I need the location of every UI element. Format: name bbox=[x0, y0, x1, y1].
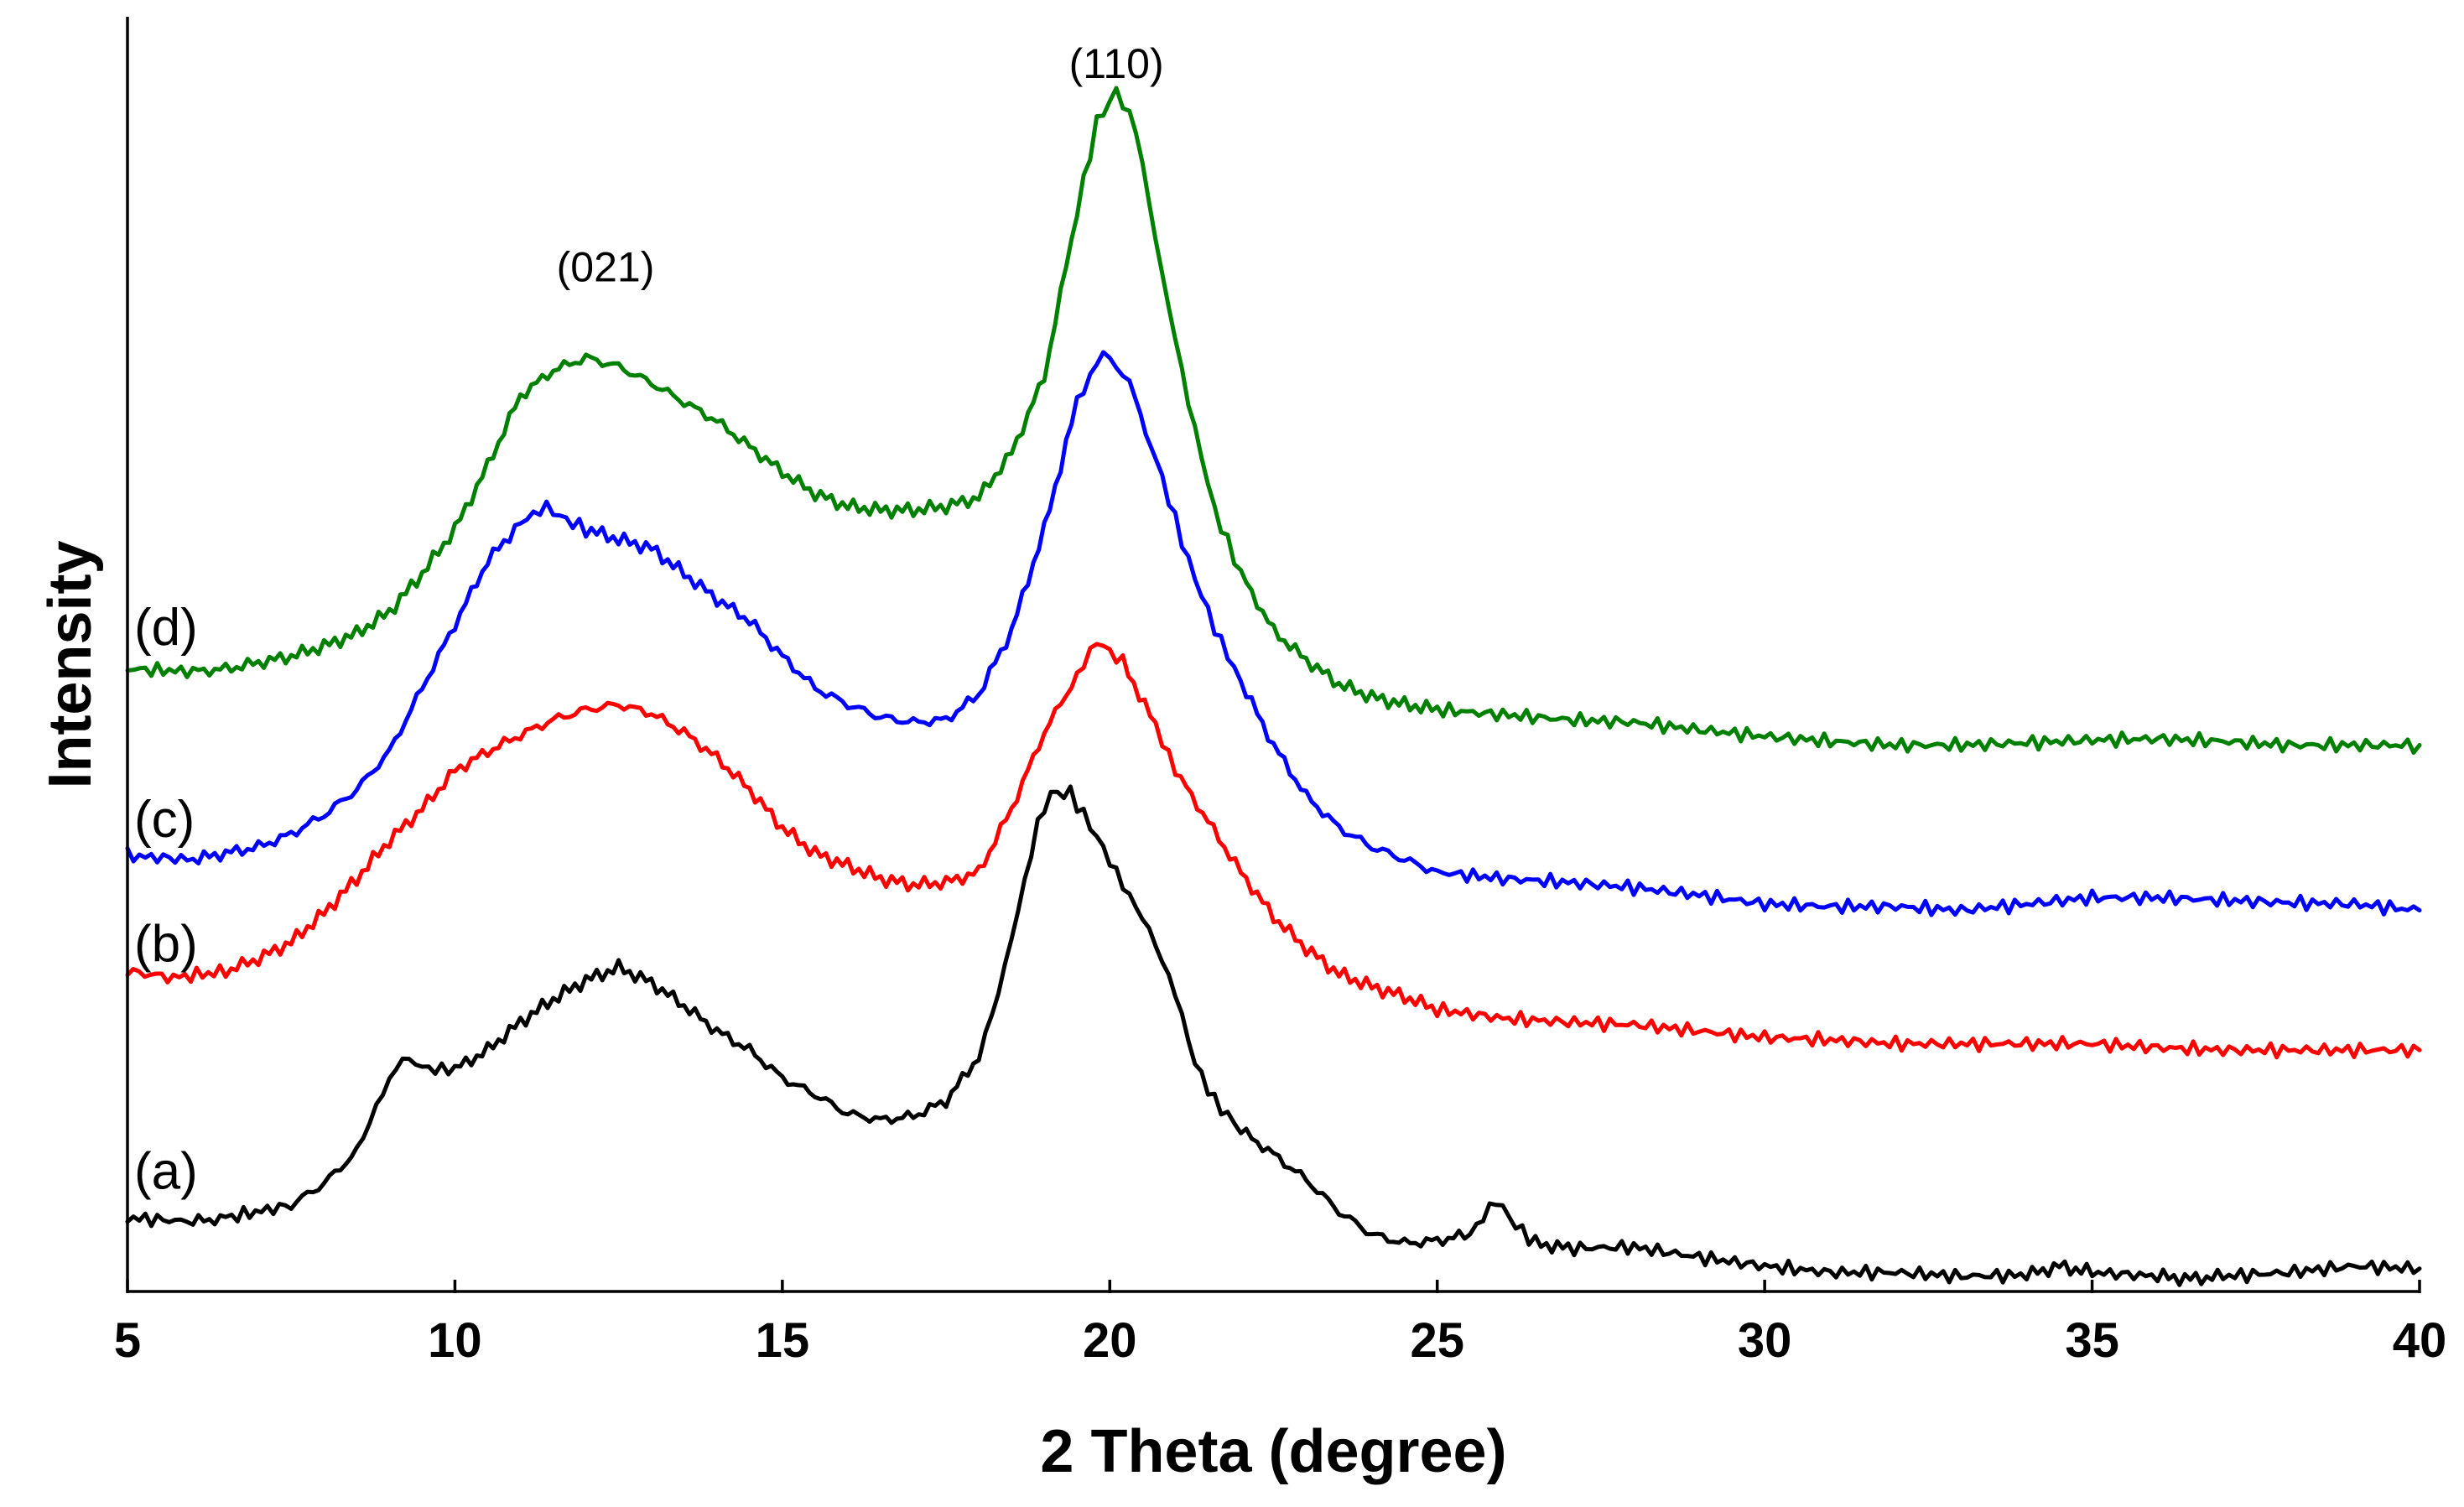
x-tick-label-25: 25 bbox=[1410, 1313, 1464, 1368]
series-label-b: (b) bbox=[134, 915, 198, 973]
series-label-c: (c) bbox=[134, 791, 195, 849]
x-tick-label-10: 10 bbox=[428, 1313, 482, 1368]
series-label-d: (d) bbox=[134, 599, 198, 657]
x-axis-title: 2 Theta (degree) bbox=[1040, 1418, 1506, 1485]
x-tick-label-30: 30 bbox=[1738, 1313, 1792, 1368]
series-label-layer: (a) (b) (c) (d) bbox=[134, 599, 198, 1200]
annotation-layer: (021) (110) bbox=[557, 40, 1164, 290]
series-label-a: (a) bbox=[134, 1143, 198, 1201]
series-line-c bbox=[125, 350, 2422, 917]
x-tick-label-5: 5 bbox=[114, 1313, 141, 1368]
series-line-d bbox=[125, 86, 2422, 755]
series-layer bbox=[125, 86, 2422, 1287]
peak-annotation-110: (110) bbox=[1069, 40, 1164, 87]
y-axis-title: Intensity bbox=[37, 540, 104, 788]
peak-annotation-021: (021) bbox=[557, 244, 655, 291]
x-tick-label-15: 15 bbox=[756, 1313, 810, 1368]
x-tick-label-20: 20 bbox=[1083, 1313, 1137, 1368]
x-tick-layer: 5 10 15 20 25 30 35 40 bbox=[114, 1280, 2446, 1368]
series-line-a bbox=[125, 784, 2422, 1287]
x-tick-label-40: 40 bbox=[2393, 1313, 2447, 1368]
x-tick-label-35: 35 bbox=[2065, 1313, 2119, 1368]
series-line-b bbox=[125, 642, 2422, 1060]
